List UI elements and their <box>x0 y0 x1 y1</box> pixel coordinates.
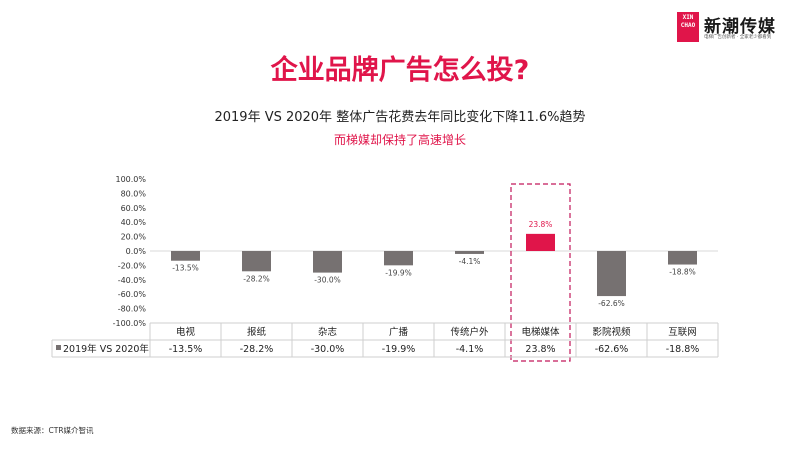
chart-highlight-note: 而梯媒却保持了高速增长 <box>333 133 466 147</box>
y-tick-label: -20.0% <box>118 261 147 270</box>
data-label: -19.9% <box>385 268 412 277</box>
data-label: -30.0% <box>314 276 341 285</box>
data-label: -4.1% <box>459 257 481 266</box>
table-value: -30.0% <box>311 344 345 355</box>
y-tick-label: 20.0% <box>121 233 147 242</box>
bar <box>313 251 342 273</box>
highlight-box <box>510 183 571 362</box>
y-tick-label: -100.0% <box>113 319 147 328</box>
table-value: -4.1% <box>456 344 484 355</box>
data-label: -13.5% <box>172 264 199 273</box>
bar <box>455 251 484 254</box>
data-label: -18.8% <box>669 268 696 277</box>
bar <box>384 251 413 266</box>
data-source-note: 数据来源：CTR媒介智讯 <box>11 426 94 435</box>
brand-name: 新潮传媒 <box>704 17 776 37</box>
table-value: -19.9% <box>382 344 416 355</box>
data-label: -28.2% <box>243 274 270 283</box>
bar <box>597 251 626 297</box>
bar <box>242 251 271 272</box>
category-label: 报纸 <box>247 326 267 338</box>
data-label: -62.6% <box>598 299 625 308</box>
category-label: 互联网 <box>668 327 697 338</box>
y-tick-label: -60.0% <box>118 290 147 299</box>
category-label: 电梯媒体 <box>521 326 560 338</box>
y-tick-label: -40.0% <box>118 276 147 285</box>
table-value: 23.8% <box>525 344 555 355</box>
brand-logo: XIN CHAO 新潮传媒 电梯广告创新者 · 全家老少都看到 <box>677 10 792 44</box>
logo-mark: XIN CHAO <box>677 12 699 42</box>
y-tick-label: 80.0% <box>121 189 147 198</box>
y-tick-label: 60.0% <box>121 204 147 213</box>
y-tick-label: -80.0% <box>118 305 147 314</box>
legend-swatch <box>56 345 61 350</box>
table-value: -18.8% <box>666 344 700 355</box>
category-label: 电视 <box>176 326 196 338</box>
page-title: 企业品牌广告怎么投? <box>270 55 530 86</box>
legend-series-name: 2019年 VS 2020年 <box>63 343 149 355</box>
y-tick-label: 100.0% <box>115 175 146 184</box>
chart-subtitle: 2019年 VS 2020年 整体广告花费去年同比变化下降11.6%趋势 <box>214 110 586 125</box>
bar <box>526 233 555 251</box>
category-label: 影院视频 <box>592 326 631 338</box>
category-label: 传统户外 <box>450 326 489 338</box>
category-label: 广播 <box>389 326 409 338</box>
data-label: 23.8% <box>529 220 553 229</box>
table-value: -13.5% <box>169 344 203 355</box>
bar <box>668 251 697 265</box>
table-value: -28.2% <box>240 344 274 355</box>
bar <box>171 251 200 261</box>
y-tick-label: 0.0% <box>126 247 147 256</box>
category-label: 杂志 <box>318 326 337 338</box>
table-value: -62.6% <box>595 344 629 355</box>
y-tick-label: 40.0% <box>121 218 147 227</box>
brand-tagline: 电梯广告创新者 · 全家老少都看到 <box>704 35 772 40</box>
